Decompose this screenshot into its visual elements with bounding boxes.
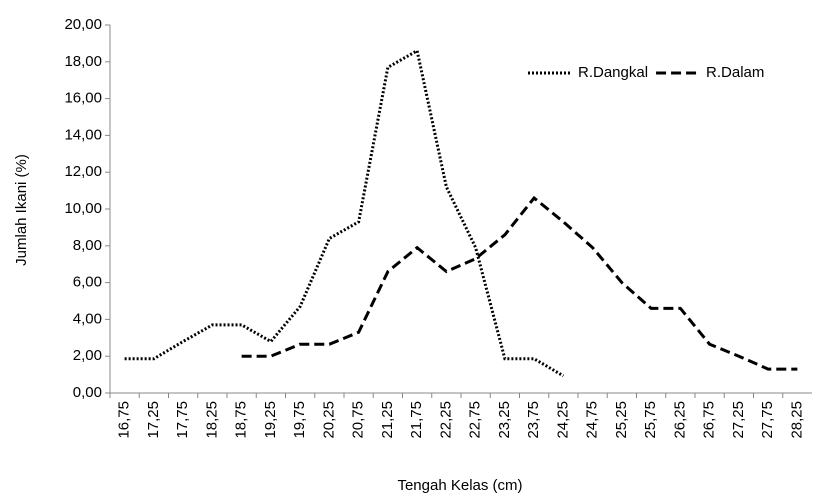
x-tick-label: 22,75 (467, 401, 484, 439)
x-tick-label: 19,25 (262, 401, 279, 439)
legend-label: R.Dalam (706, 64, 764, 81)
x-tick-label: 20,25 (320, 401, 337, 439)
x-tick-label: 28,25 (788, 401, 805, 439)
x-tick-label: 25,25 (613, 401, 630, 439)
x-axis-title: Tengah Kelas (cm) (397, 477, 522, 494)
y-tick-label: 8,00 (73, 237, 102, 254)
x-tick-label: 24,25 (554, 401, 571, 439)
x-tick-label: 18,25 (203, 401, 220, 439)
x-tick-label: 23,75 (525, 401, 542, 439)
y-tick-label: 12,00 (64, 163, 102, 180)
x-tick-label: 22,25 (437, 401, 454, 439)
x-tick-label: 20,75 (350, 401, 367, 439)
legend-label: R.Dangkal (578, 64, 648, 81)
y-tick-label: 2,00 (73, 347, 102, 364)
x-tick-label: 23,25 (496, 401, 513, 439)
y-tick-label: 4,00 (73, 310, 102, 327)
x-tick-label: 17,75 (174, 401, 191, 439)
x-tick-label: 18,75 (233, 401, 250, 439)
x-tick-label: 27,75 (759, 401, 776, 439)
x-tick-label: 27,25 (730, 401, 747, 439)
x-tick-label: 26,75 (701, 401, 718, 439)
x-tick-label: 21,25 (379, 401, 396, 439)
x-tick-label: 25,75 (642, 401, 659, 439)
x-tick-label: 21,75 (408, 401, 425, 439)
series-line (241, 195, 798, 371)
y-axis-title: Jumlah Ikani (%) (13, 154, 30, 266)
x-tick-label: 17,25 (145, 401, 162, 439)
x-tick-label: 16,75 (116, 401, 133, 439)
y-tick-label: 14,00 (64, 126, 102, 143)
y-tick-label: 20,00 (64, 16, 102, 33)
y-tick-label: 18,00 (64, 53, 102, 70)
series-line (124, 48, 565, 378)
y-tick-label: 0,00 (73, 384, 102, 401)
x-tick-label: 26,25 (671, 401, 688, 439)
y-tick-label: 6,00 (73, 274, 102, 291)
y-tick-label: 16,00 (64, 90, 102, 107)
y-tick-label: 10,00 (64, 200, 102, 217)
x-tick-label: 19,75 (291, 401, 308, 439)
x-tick-label: 24,75 (584, 401, 601, 439)
